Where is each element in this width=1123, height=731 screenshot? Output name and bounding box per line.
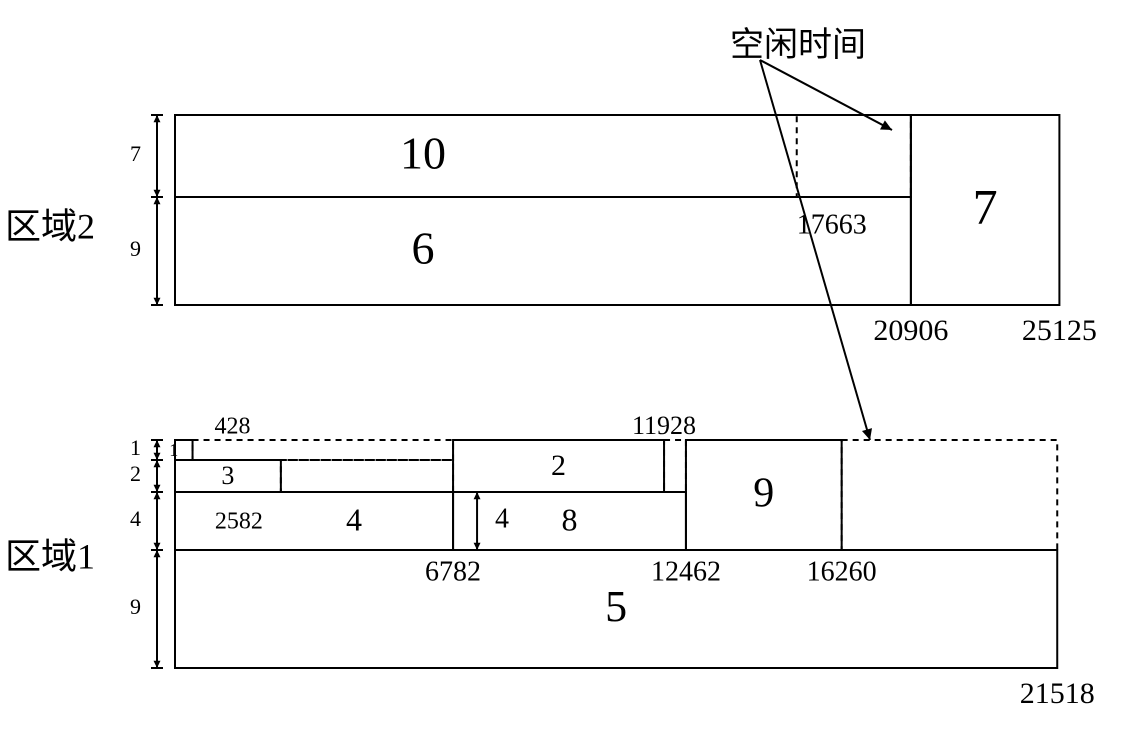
svg-text:4: 4 — [130, 506, 141, 531]
svg-text:7: 7 — [973, 178, 998, 234]
svg-text:5: 5 — [605, 582, 627, 631]
svg-text:2582: 2582 — [215, 509, 263, 535]
svg-text:21518: 21518 — [1020, 677, 1095, 710]
svg-text:8: 8 — [562, 501, 578, 537]
svg-text:区域2: 区域2 — [5, 206, 95, 246]
svg-text:1: 1 — [169, 440, 178, 460]
svg-text:9: 9 — [130, 236, 141, 261]
svg-text:3: 3 — [221, 461, 234, 490]
svg-text:428: 428 — [215, 414, 251, 440]
svg-text:6782: 6782 — [425, 556, 481, 587]
svg-text:10: 10 — [400, 128, 446, 179]
svg-text:1: 1 — [130, 435, 141, 460]
svg-text:25125: 25125 — [1022, 314, 1097, 347]
svg-text:4: 4 — [495, 503, 509, 534]
svg-text:16260: 16260 — [807, 556, 877, 587]
svg-text:区域1: 区域1 — [5, 536, 95, 576]
svg-text:2: 2 — [130, 461, 141, 486]
diagram-canvas: 区域2791067176632090625125区域11249132489542… — [0, 0, 1123, 731]
svg-text:12462: 12462 — [651, 556, 721, 587]
svg-text:20906: 20906 — [873, 314, 948, 347]
svg-text:2: 2 — [551, 449, 566, 482]
svg-text:空闲时间: 空闲时间 — [730, 26, 866, 64]
svg-text:9: 9 — [130, 594, 141, 619]
svg-text:9: 9 — [753, 471, 774, 517]
svg-text:6: 6 — [411, 223, 434, 274]
svg-text:7: 7 — [130, 141, 141, 166]
svg-text:4: 4 — [346, 501, 362, 537]
svg-text:11928: 11928 — [632, 411, 696, 440]
